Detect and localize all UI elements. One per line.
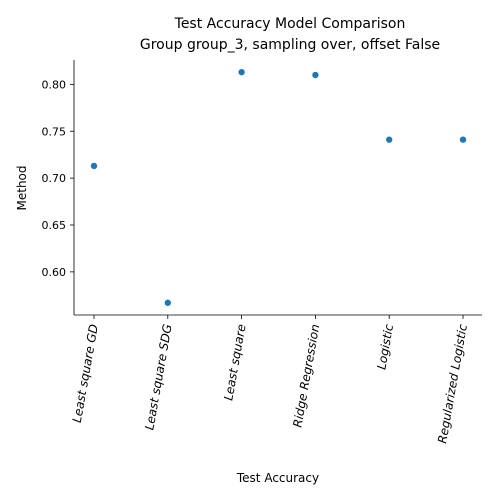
x-tick-label: Ridge Regression (290, 323, 322, 428)
data-point (459, 136, 467, 144)
x-tick-label: Least square (221, 323, 248, 402)
y-tick-label: 0.75 (42, 125, 67, 138)
y-axis-label: Method (15, 165, 29, 210)
y-axis-ticks: 0.60 0.65 0.70 0.75 0.80 (42, 78, 74, 279)
chart-subtitle: Group group_3, sampling over, offset Fal… (140, 37, 440, 53)
data-point (164, 299, 172, 307)
data-point (385, 136, 393, 144)
y-tick-label: 0.80 (42, 78, 67, 91)
data-point (90, 162, 98, 170)
x-axis-label: Test Accuracy (236, 471, 319, 485)
x-tick-label: Regularized Logistic (435, 323, 470, 445)
y-tick-label: 0.60 (42, 266, 67, 279)
chart-title: Test Accuracy Model Comparison (174, 16, 406, 32)
x-tick-label: Logistic (374, 323, 396, 371)
data-point (237, 68, 246, 76)
y-tick-label: 0.65 (42, 219, 67, 232)
x-tick-label: Least square SDG (142, 323, 174, 431)
y-tick-label: 0.70 (42, 172, 67, 185)
x-tick-label: Least square GD (70, 323, 101, 424)
x-axis-ticks: Least square GD Least square SDG Least squ… (70, 315, 470, 445)
data-point (311, 71, 320, 79)
data-points (90, 68, 467, 307)
